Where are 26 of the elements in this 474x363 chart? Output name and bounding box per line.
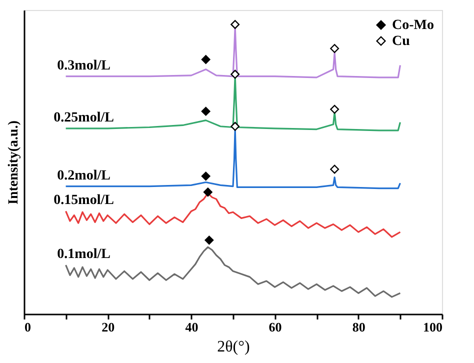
x-tick-label: 20: [102, 320, 115, 334]
point: [330, 44, 340, 53]
series-label: 0.15mol/L: [54, 193, 114, 208]
y-axis-title: Intensity(a.u.): [6, 120, 22, 205]
point: [230, 122, 240, 131]
point: [330, 164, 340, 174]
point: [230, 20, 240, 29]
x-tick-label: 0: [24, 320, 31, 334]
point: [201, 172, 210, 181]
legend-label: Cu: [392, 34, 410, 49]
x-tick-label: 40: [185, 320, 198, 334]
point: [204, 236, 214, 245]
x-tick-label: 60: [268, 320, 282, 334]
point: [330, 104, 340, 114]
x-tick-label: 100: [423, 320, 442, 334]
series-label: 0.2mol/L: [57, 168, 110, 184]
series-label: 0.3mol/L: [57, 58, 110, 74]
point: [230, 70, 240, 79]
x-axis-title: 2θ(°): [217, 338, 250, 356]
point: [201, 106, 210, 116]
legend-label: Co-Mo: [392, 18, 434, 33]
x-tick-label: 80: [352, 320, 366, 334]
series-label: 0.1mol/L: [57, 247, 110, 262]
series-label: 0.25mol/L: [54, 110, 114, 126]
point: [201, 55, 210, 64]
point: [203, 188, 212, 197]
